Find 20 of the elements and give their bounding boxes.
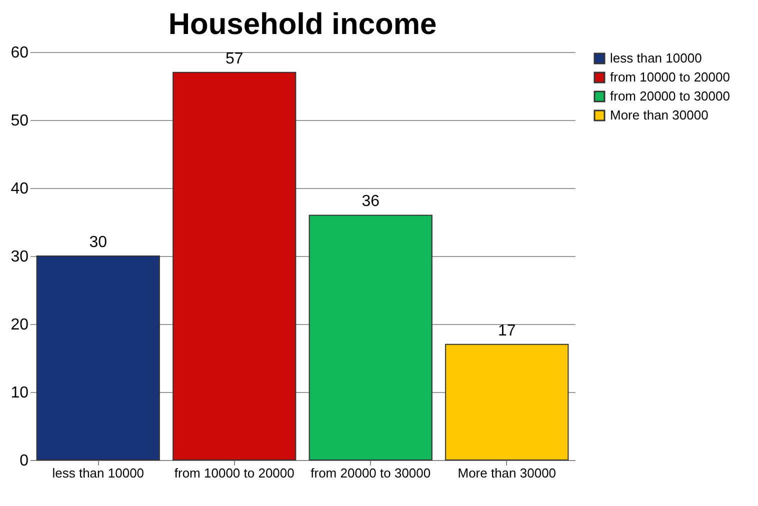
- chart-title: Household income: [168, 8, 437, 41]
- legend-label: from 20000 to 30000: [610, 88, 730, 104]
- x-tick-label: from 20000 to 30000: [310, 466, 431, 480]
- legend-label: More than 30000: [610, 108, 708, 122]
- legend-label: from 10000 to 20000: [610, 70, 730, 84]
- x-tick-label: less than 10000: [52, 466, 144, 480]
- data-label: 30: [89, 234, 108, 251]
- y-tick-label: 60: [10, 44, 29, 62]
- legend-label: less than 10000: [610, 50, 702, 66]
- y-tick-label: 30: [10, 248, 29, 266]
- y-tick-label: 20: [10, 316, 29, 334]
- data-label: 57: [225, 50, 244, 68]
- y-tick-label: 0: [20, 452, 29, 470]
- x-tick-label: More than 30000: [458, 466, 556, 480]
- data-label: 36: [362, 193, 380, 210]
- y-tick-label: 40: [10, 180, 29, 198]
- y-tick-label: 10: [10, 384, 29, 402]
- x-tick-label: from 10000 to 20000: [174, 466, 294, 480]
- data-label: 17: [498, 322, 516, 340]
- y-tick-label: 50: [10, 112, 29, 130]
